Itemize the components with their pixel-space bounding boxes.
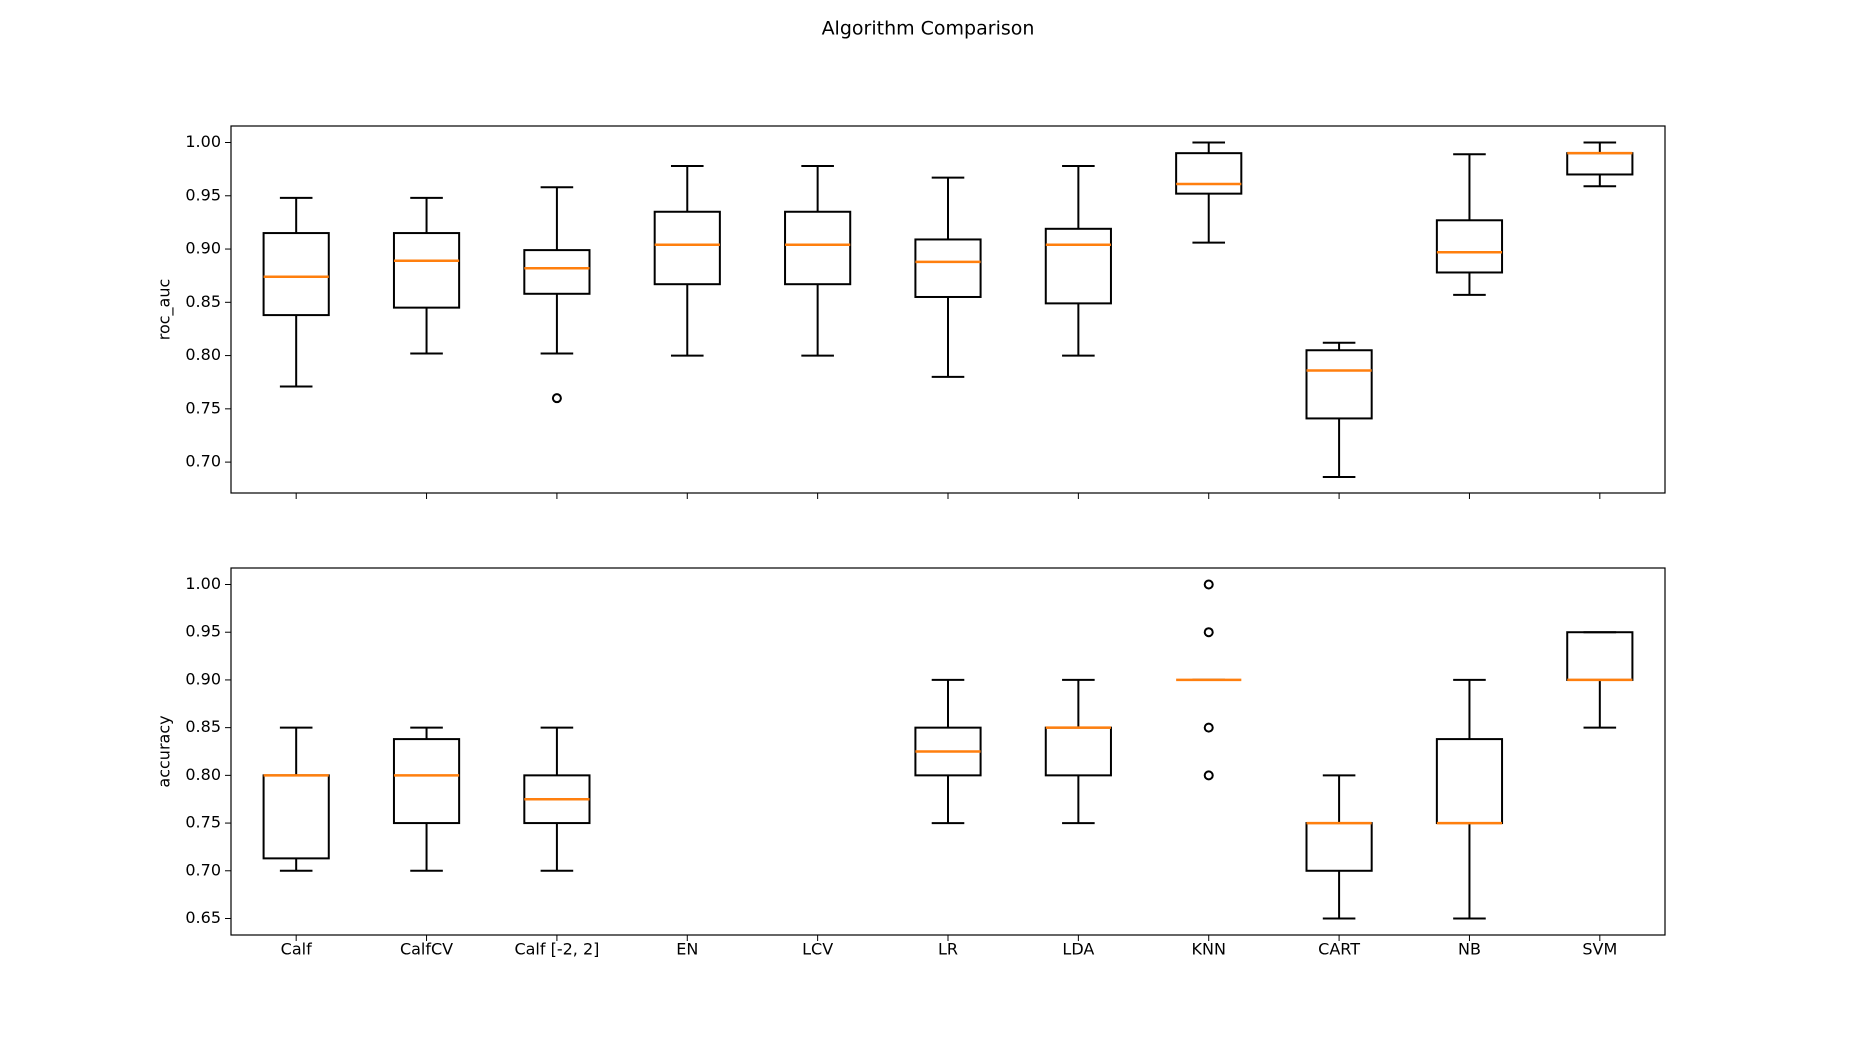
flier [1203,770,1214,781]
y-tick-label: 0.70 [185,452,221,471]
x-tick-label: Calf [281,940,312,959]
y-tick-label: 0.65 [185,908,221,927]
x-tick-label: LCV [802,940,833,959]
y-tick-label: 0.90 [185,669,221,688]
y-tick-label: 0.90 [185,239,221,258]
y-tick-label: 0.80 [185,345,221,364]
y-tick-label: 0.70 [185,860,221,879]
box [653,210,721,286]
y-tick-label: 1.00 [185,132,221,151]
y-tick-label: 0.80 [185,765,221,784]
box [1305,822,1373,872]
y-tick-label: 0.95 [185,185,221,204]
x-tick-label: CART [1318,940,1360,959]
x-tick-label: LR [938,940,958,959]
y-tick-label: 0.75 [185,813,221,832]
box [392,232,461,309]
y-tick-label: 0.75 [185,398,221,417]
y-axis-label: accuracy [155,715,174,787]
box [523,249,591,295]
x-tick-label: LDA [1062,940,1094,959]
x-tick-label: EN [676,940,698,959]
box [1044,726,1112,777]
y-axis-label: roc_auc [155,279,175,341]
x-tick-label: KNN [1192,940,1226,959]
x-tick-label: SVM [1582,940,1617,959]
flier [551,393,562,404]
box [1435,738,1504,825]
x-tick-label: Calf [-2, 2] [514,940,599,959]
x-tick-label: CalfCV [400,940,453,959]
box [392,738,461,825]
box [1566,631,1634,681]
x-tick-label: NB [1458,940,1481,959]
figure-title: Algorithm Comparison [822,18,1035,40]
box [1566,152,1634,176]
box [262,774,330,860]
box [262,232,330,317]
flier [1203,627,1214,638]
box [1044,227,1112,305]
box [784,210,852,286]
y-tick-label: 0.85 [185,292,221,311]
box [1175,152,1243,195]
flier [1203,722,1214,733]
flier [1203,579,1214,590]
box [1305,349,1373,420]
box [1435,219,1504,274]
y-tick-label: 0.85 [185,717,221,736]
box [914,238,982,298]
y-tick-label: 1.00 [185,574,221,593]
y-tick-label: 0.95 [185,622,221,641]
